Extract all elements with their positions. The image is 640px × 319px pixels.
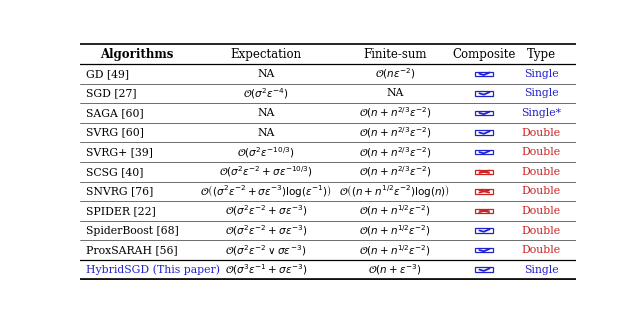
Text: Finite-sum: Finite-sum xyxy=(364,48,427,61)
Text: $\mathcal{O}\left(n+n^{2/3}\varepsilon^{-2}\right)$: $\mathcal{O}\left(n+n^{2/3}\varepsilon^{… xyxy=(359,145,431,160)
Bar xyxy=(476,111,493,115)
Text: NA: NA xyxy=(257,108,275,118)
Text: Double: Double xyxy=(522,167,561,177)
Text: $\mathcal{O}\left(\sigma^2\varepsilon^{-2}+\sigma\varepsilon^{-3}\right)$: $\mathcal{O}\left(\sigma^2\varepsilon^{-… xyxy=(225,223,307,238)
Text: Double: Double xyxy=(522,147,561,157)
Text: $\mathcal{O}\left(n+n^{2/3}\varepsilon^{-2}\right)$: $\mathcal{O}\left(n+n^{2/3}\varepsilon^{… xyxy=(359,125,431,140)
Text: $\mathcal{O}\left(\sigma^2\varepsilon^{-4}\right)$: $\mathcal{O}\left(\sigma^2\varepsilon^{-… xyxy=(243,86,289,101)
Text: Type: Type xyxy=(527,48,556,61)
Text: Composite: Composite xyxy=(452,48,516,61)
Text: Single: Single xyxy=(524,88,559,98)
Bar xyxy=(476,228,493,233)
Text: $\mathcal{O}\left((\sigma^2\varepsilon^{-2}+\sigma\varepsilon^{-3})\log(\varepsi: $\mathcal{O}\left((\sigma^2\varepsilon^{… xyxy=(200,183,332,199)
Text: SNVRG [76]: SNVRG [76] xyxy=(86,186,154,196)
Bar xyxy=(476,130,493,135)
Text: $\mathcal{O}\left(n+\varepsilon^{-3}\right)$: $\mathcal{O}\left(n+\varepsilon^{-3}\rig… xyxy=(369,262,422,277)
Text: GD [49]: GD [49] xyxy=(86,69,129,79)
Text: Double: Double xyxy=(522,245,561,255)
Text: SCSG [40]: SCSG [40] xyxy=(86,167,144,177)
Text: SpiderBoost [68]: SpiderBoost [68] xyxy=(86,226,179,235)
Bar xyxy=(476,189,493,194)
Text: NA: NA xyxy=(257,128,275,137)
Text: SVRG [60]: SVRG [60] xyxy=(86,128,145,137)
Text: SGD [27]: SGD [27] xyxy=(86,88,137,98)
Text: NA: NA xyxy=(387,88,404,98)
Text: Double: Double xyxy=(522,226,561,235)
Text: Double: Double xyxy=(522,206,561,216)
Text: ProxSARAH [56]: ProxSARAH [56] xyxy=(86,245,178,255)
Text: $\mathcal{O}\left((n+n^{1/2}\varepsilon^{-2})\log(n)\right)$: $\mathcal{O}\left((n+n^{1/2}\varepsilon^… xyxy=(339,183,451,199)
Text: NA: NA xyxy=(257,69,275,79)
Bar xyxy=(476,209,493,213)
Text: Expectation: Expectation xyxy=(230,48,301,61)
Bar xyxy=(476,169,493,174)
Text: $\mathcal{O}\left(\sigma^2\varepsilon^{-2}\vee\sigma\varepsilon^{-3}\right)$: $\mathcal{O}\left(\sigma^2\varepsilon^{-… xyxy=(225,243,307,257)
Bar xyxy=(476,71,493,76)
Text: $\mathcal{O}\left(n+n^{2/3}\varepsilon^{-2}\right)$: $\mathcal{O}\left(n+n^{2/3}\varepsilon^{… xyxy=(359,164,431,179)
Text: $\mathcal{O}\left(\sigma^2\varepsilon^{-2}+\sigma\varepsilon^{-10/3}\right)$: $\mathcal{O}\left(\sigma^2\varepsilon^{-… xyxy=(219,164,313,179)
Text: $\mathcal{O}\left(n+n^{2/3}\varepsilon^{-2}\right)$: $\mathcal{O}\left(n+n^{2/3}\varepsilon^{… xyxy=(359,106,431,120)
Text: Single: Single xyxy=(524,265,559,275)
Text: $\mathcal{O}\left(\sigma^2\varepsilon^{-2}+\sigma\varepsilon^{-3}\right)$: $\mathcal{O}\left(\sigma^2\varepsilon^{-… xyxy=(225,204,307,218)
Text: SPIDER [22]: SPIDER [22] xyxy=(86,206,156,216)
Text: $\mathcal{O}\left(\sigma^3\varepsilon^{-1}+\sigma\varepsilon^{-3}\right)$: $\mathcal{O}\left(\sigma^3\varepsilon^{-… xyxy=(225,262,307,277)
Text: Single: Single xyxy=(524,69,559,79)
Text: Double: Double xyxy=(522,128,561,137)
Text: $\mathcal{O}\left(\sigma^2\varepsilon^{-10/3}\right)$: $\mathcal{O}\left(\sigma^2\varepsilon^{-… xyxy=(237,145,295,160)
Text: Single*: Single* xyxy=(521,108,561,118)
Text: $\mathcal{O}\left(n\varepsilon^{-2}\right)$: $\mathcal{O}\left(n\varepsilon^{-2}\righ… xyxy=(374,66,415,81)
Text: $\mathcal{O}\left(n+n^{1/2}\varepsilon^{-2}\right)$: $\mathcal{O}\left(n+n^{1/2}\varepsilon^{… xyxy=(359,204,431,218)
Text: SAGA [60]: SAGA [60] xyxy=(86,108,144,118)
Text: Algorithms: Algorithms xyxy=(100,48,173,61)
Text: HybridSGD (This paper): HybridSGD (This paper) xyxy=(86,264,220,275)
Text: $\mathcal{O}\left(n+n^{1/2}\varepsilon^{-2}\right)$: $\mathcal{O}\left(n+n^{1/2}\varepsilon^{… xyxy=(359,223,431,238)
Text: Double: Double xyxy=(522,186,561,196)
Text: SVRG+ [39]: SVRG+ [39] xyxy=(86,147,154,157)
Text: $\mathcal{O}\left(n+n^{1/2}\varepsilon^{-2}\right)$: $\mathcal{O}\left(n+n^{1/2}\varepsilon^{… xyxy=(359,243,431,257)
Bar xyxy=(476,268,493,272)
Bar xyxy=(476,150,493,154)
Bar xyxy=(476,91,493,96)
Bar xyxy=(476,248,493,252)
